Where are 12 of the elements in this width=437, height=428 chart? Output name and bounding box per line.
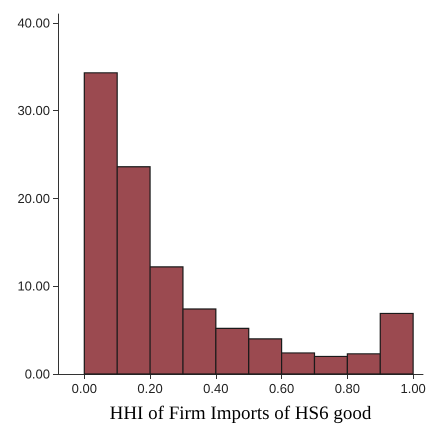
y-tick-label: 40.00 [17,15,50,30]
x-tick-label: 0.60 [268,381,294,396]
y-tick-label: 30.00 [17,103,50,118]
x-tick-label: 1.00 [400,381,426,396]
x-tick-label: 0.80 [334,381,360,396]
y-tick-label: 0.00 [24,366,50,382]
x-tick-label: 0.40 [203,381,228,396]
y-tick-label: 20.00 [17,190,50,206]
x-tick-label: 0.00 [72,381,97,396]
x-tick-label: 0.20 [137,381,163,396]
y-tick-label: 10.00 [17,278,50,294]
x-axis-title: HHI of Firm Imports of HS6 good [110,403,372,424]
